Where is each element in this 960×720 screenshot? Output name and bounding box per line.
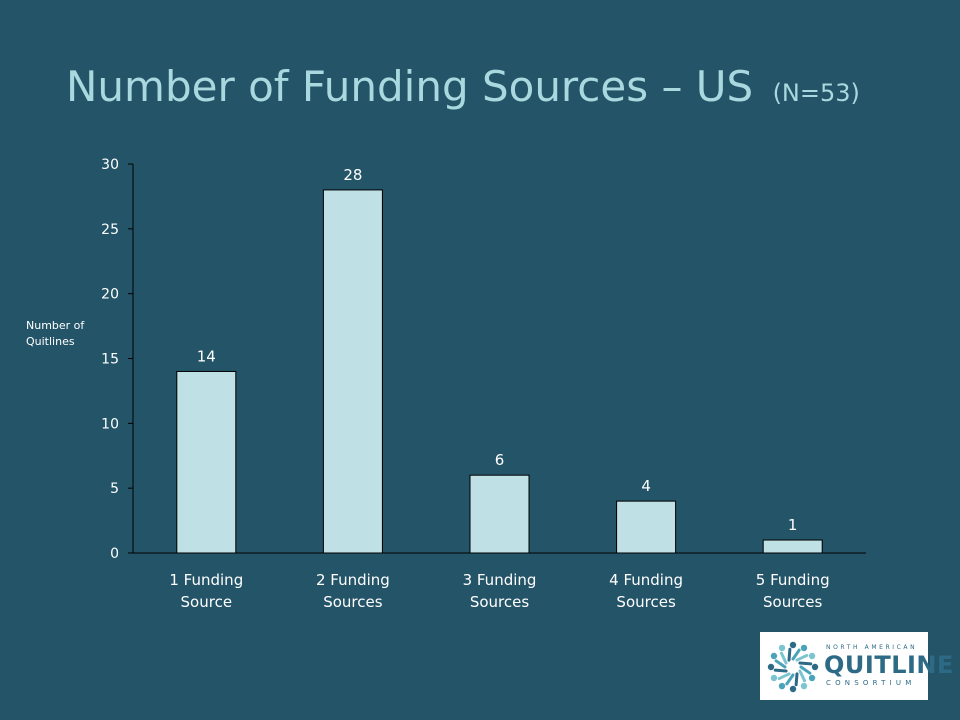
- x-tick-label: 3 Funding: [463, 571, 537, 589]
- y-tick-label: 25: [101, 222, 119, 238]
- bar-data-label: 6: [495, 451, 505, 469]
- y-tick-label: 15: [101, 352, 119, 368]
- x-tick-label: 2 Funding: [316, 571, 390, 589]
- bar-data-label: 4: [641, 477, 651, 495]
- y-axis-label: Number of Quitlines: [26, 318, 84, 350]
- bar-data-label: 14: [197, 347, 216, 365]
- x-tick-label: 1 Funding: [169, 571, 243, 589]
- starburst-logo-icon: [767, 641, 819, 693]
- y-tick-label: 30: [101, 157, 119, 173]
- x-tick-label: 5 Funding: [756, 571, 830, 589]
- bar: [176, 370, 237, 554]
- y-axis-label-line: Number of: [26, 319, 85, 332]
- logo-line-2: QUITLINE: [824, 651, 954, 679]
- y-tick-label: 20: [101, 287, 119, 303]
- bar: [616, 500, 677, 554]
- x-tick-label: Sources: [323, 593, 383, 611]
- x-tick-label: Sources: [616, 593, 676, 611]
- bar-data-label: 1: [788, 516, 798, 534]
- x-tick-label: 4 Funding: [609, 571, 683, 589]
- y-axis-label-line: Quitlines: [26, 335, 75, 348]
- y-tick-label: 5: [110, 481, 119, 497]
- bar-data-label: 28: [343, 166, 362, 184]
- quitline-logo: NORTH AMERICAN QUITLINE CONSORTIUM: [760, 632, 953, 700]
- logo-line-3: CONSORTIUM: [826, 679, 916, 687]
- logo-line-1: NORTH AMERICAN: [826, 644, 918, 651]
- x-tick-label: Source: [181, 593, 233, 611]
- bar: [762, 539, 823, 554]
- x-tick-label: Sources: [763, 593, 823, 611]
- y-tick-label: 10: [101, 416, 119, 432]
- title-text: Number of Funding Sources – US: [66, 62, 754, 111]
- bar: [322, 189, 383, 554]
- bar: [469, 474, 530, 554]
- x-tick-label: Sources: [470, 593, 530, 611]
- y-tick-label: 0: [110, 546, 119, 562]
- chart-title: Number of Funding Sources – US (N=53): [66, 62, 860, 111]
- title-subtitle: (N=53): [772, 79, 860, 107]
